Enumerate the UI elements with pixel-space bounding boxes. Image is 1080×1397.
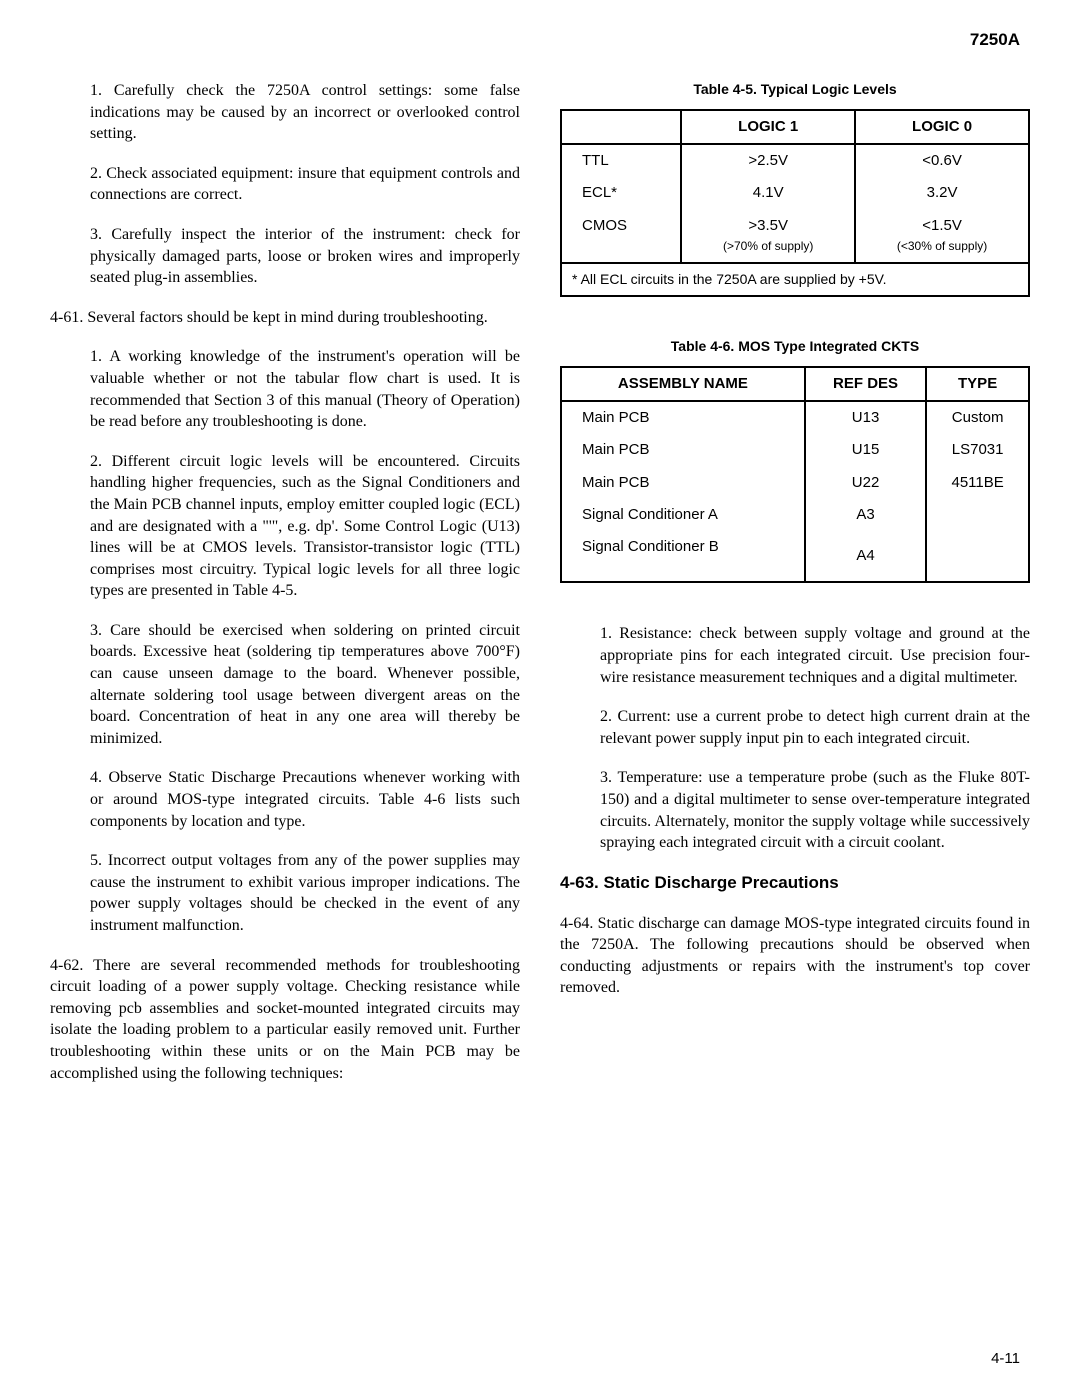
table-header	[561, 110, 681, 144]
table-cell: >2.5V	[681, 144, 855, 177]
table-cell: A4	[805, 531, 926, 582]
body-text: 1. A working knowledge of the instrument…	[90, 346, 520, 432]
table-title: Table 4-6. MOS Type Integrated CKTS	[560, 337, 1030, 356]
table-cell: U22	[805, 467, 926, 499]
table-cell: Main PCB	[561, 434, 805, 466]
table-cell: 4511BE	[926, 467, 1029, 499]
body-text: 4. Observe Static Discharge Precautions …	[90, 767, 520, 832]
body-text: 3. Care should be exercised when solderi…	[90, 620, 520, 750]
body-text: 3. Temperature: use a temperature probe …	[600, 767, 1030, 853]
table-cell: Signal Conditioner A	[561, 499, 805, 531]
body-text: 4-61. Several factors should be kept in …	[50, 307, 520, 329]
table-cell: Main PCB	[561, 401, 805, 434]
table-cell: Signal Conditioner B	[561, 531, 805, 582]
table-header: TYPE	[926, 367, 1029, 401]
body-text: 2. Different circuit logic levels will b…	[90, 451, 520, 602]
body-text: 4-62. There are several recommended meth…	[50, 955, 520, 1085]
table-header: REF DES	[805, 367, 926, 401]
table-cell: CMOS	[561, 210, 681, 264]
table-footnote: * All ECL circuits in the 7250A are supp…	[561, 263, 1029, 296]
table-cell: LS7031	[926, 434, 1029, 466]
table-cell: 4.1V	[681, 177, 855, 209]
table-cell: >3.5V (>70% of supply)	[681, 210, 855, 264]
left-column: 1. Carefully check the 7250A control set…	[50, 80, 520, 1102]
logic-levels-table: LOGIC 1 LOGIC 0 TTL >2.5V <0.6V ECL* 4.1…	[560, 109, 1030, 297]
table-cell-note: (<30% of supply)	[897, 239, 987, 253]
table-header: LOGIC 0	[855, 110, 1029, 144]
table-cell: <0.6V	[855, 144, 1029, 177]
table-title: Table 4-5. Typical Logic Levels	[560, 80, 1030, 99]
body-text: 5. Incorrect output voltages from any of…	[90, 850, 520, 936]
table-cell: <1.5V (<30% of supply)	[855, 210, 1029, 264]
table-cell: A3	[805, 499, 926, 531]
body-text: 4-64. Static discharge can damage MOS-ty…	[560, 913, 1030, 999]
table-cell: Custom	[926, 401, 1029, 434]
right-column: Table 4-5. Typical Logic Levels LOGIC 1 …	[560, 80, 1030, 1102]
body-text: 1. Carefully check the 7250A control set…	[90, 80, 520, 145]
table-cell: Main PCB	[561, 467, 805, 499]
table-cell: ECL*	[561, 177, 681, 209]
table-cell: TTL	[561, 144, 681, 177]
table-cell-value: >3.5V	[748, 217, 788, 234]
body-text: 2. Check associated equipment: insure th…	[90, 163, 520, 206]
table-cell-value: <1.5V	[922, 217, 962, 234]
table-header: LOGIC 1	[681, 110, 855, 144]
page-number: 4-11	[991, 1350, 1020, 1367]
table-cell: 3.2V	[855, 177, 1029, 209]
table-header: ASSEMBLY NAME	[561, 367, 805, 401]
table-cell: U13	[805, 401, 926, 434]
body-text: 3. Carefully inspect the interior of the…	[90, 224, 520, 289]
mos-ckts-table: ASSEMBLY NAME REF DES TYPE Main PCB U13 …	[560, 366, 1030, 584]
two-column-layout: 1. Carefully check the 7250A control set…	[50, 80, 1030, 1102]
table-cell	[926, 531, 1029, 582]
section-heading: 4-63. Static Discharge Precautions	[560, 872, 1030, 895]
body-text: 1. Resistance: check between supply volt…	[600, 623, 1030, 688]
table-cell: U15	[805, 434, 926, 466]
table-cell	[926, 499, 1029, 531]
header-model: 7250A	[970, 30, 1020, 50]
body-text: 2. Current: use a current probe to detec…	[600, 706, 1030, 749]
table-cell-note: (>70% of supply)	[723, 239, 813, 253]
